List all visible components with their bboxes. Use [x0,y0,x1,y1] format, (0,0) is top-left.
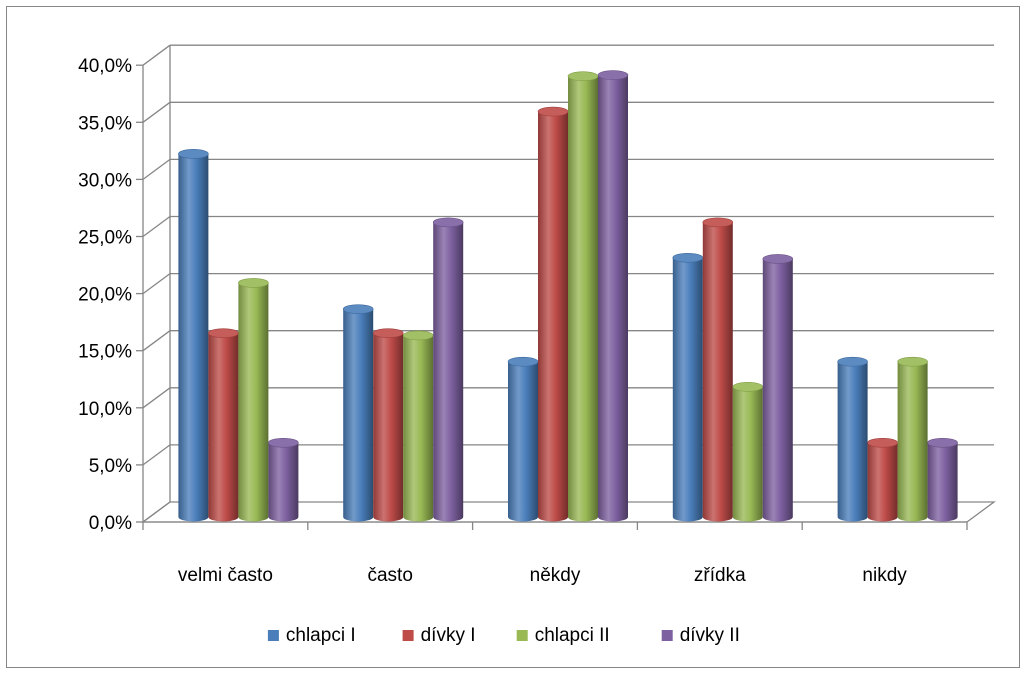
y-tick-label: 15,0% [78,342,132,363]
y-tick-label: 10,0% [78,399,132,420]
bar-top [702,217,734,228]
bar-body [403,335,434,522]
y-tick-label: 5,0% [89,456,132,477]
bar-top [762,254,794,264]
bar-top [342,304,374,314]
bar-body [343,309,374,522]
bar [537,106,569,522]
bar [208,328,239,522]
bar-body [178,153,209,522]
bar-body [433,222,464,522]
bar [238,278,269,522]
y-tick-label: 30,0% [78,170,132,191]
legend-swatch [267,630,279,641]
bar [762,254,794,522]
bar [178,149,209,522]
bar [702,217,734,522]
bar [867,437,898,522]
bar [837,356,868,522]
bars [178,70,958,522]
bar [672,252,704,522]
bar-top [402,330,434,341]
bar [897,356,928,522]
legend-label: dívky I [421,625,476,646]
y-tick-label: 40,0% [78,56,132,77]
bar-body [373,333,404,522]
bar-body [897,361,928,522]
bar-top [732,382,764,392]
bar-top [867,437,898,448]
x-tick-label: někdy [530,565,581,586]
bar-top [372,328,404,338]
gridline-side [142,101,171,123]
bar-body [538,111,568,522]
legend-swatch [661,630,673,641]
bar-top [208,328,239,338]
y-tick-label: 25,0% [78,228,132,249]
x-tick-label: zřídka [694,565,746,586]
bar-body [208,333,239,522]
bar [507,356,539,522]
gridline-side [142,158,171,180]
gridline-side [142,215,171,238]
legend-swatch [516,630,528,641]
bar [597,70,629,522]
gridline-side [142,44,171,66]
bar-body [238,282,269,522]
bar-top [672,252,704,263]
bar-top [268,437,299,448]
bar-body [268,442,299,522]
bar [567,71,599,522]
legend-swatch [402,630,414,641]
bar-body [672,257,703,522]
gridline-side [142,330,171,352]
bar-body [867,442,898,522]
bar-top [178,149,209,159]
bar-top [507,356,539,367]
bar-body [568,76,598,522]
bar-body [732,386,763,522]
y-tick-label: 35,0% [78,113,132,134]
x-tick-label: často [367,565,412,586]
bar [342,304,374,522]
x-axis: velmi často často někdy zřídka nikdy [142,521,968,586]
gridline-side [142,387,171,409]
bar-body [702,222,733,522]
bar [432,217,464,522]
gridline-side [142,273,171,295]
bar-top [897,356,928,367]
gridline-side [142,444,171,466]
bar [927,437,958,522]
bar-top [432,217,464,228]
legend-label: chlapci II [535,625,610,646]
bar-body [837,361,868,522]
bar-body [927,442,958,522]
legend-label: dívky II [680,625,740,646]
bar-body [598,75,628,522]
bar [372,328,404,522]
bar-body [762,258,793,522]
x-tick-label: velmi často [178,565,273,586]
bar-top [238,278,269,288]
chart-frame [6,6,1020,668]
bar-top [597,70,629,80]
bar [732,382,764,522]
y-tick-label: 0,0% [89,513,132,534]
y-tick-label: 20,0% [78,285,132,306]
bar [268,437,299,522]
legend-label: chlapci I [286,625,356,646]
x-tick-label: nikdy [862,565,907,586]
gridline-side [142,501,171,523]
bar [402,330,434,522]
bar-body [508,361,538,522]
legend: chlapci I dívky I chlapci II dívky II [267,625,740,646]
y-axis: 0,0% 5,0% 10,0% 15,0% 20,0% 25,0% 30,0% 35,0% 40… [78,56,144,534]
bar-top [567,71,599,81]
bar-top [837,356,868,367]
bar-top [537,106,569,117]
bar-top [927,437,958,448]
